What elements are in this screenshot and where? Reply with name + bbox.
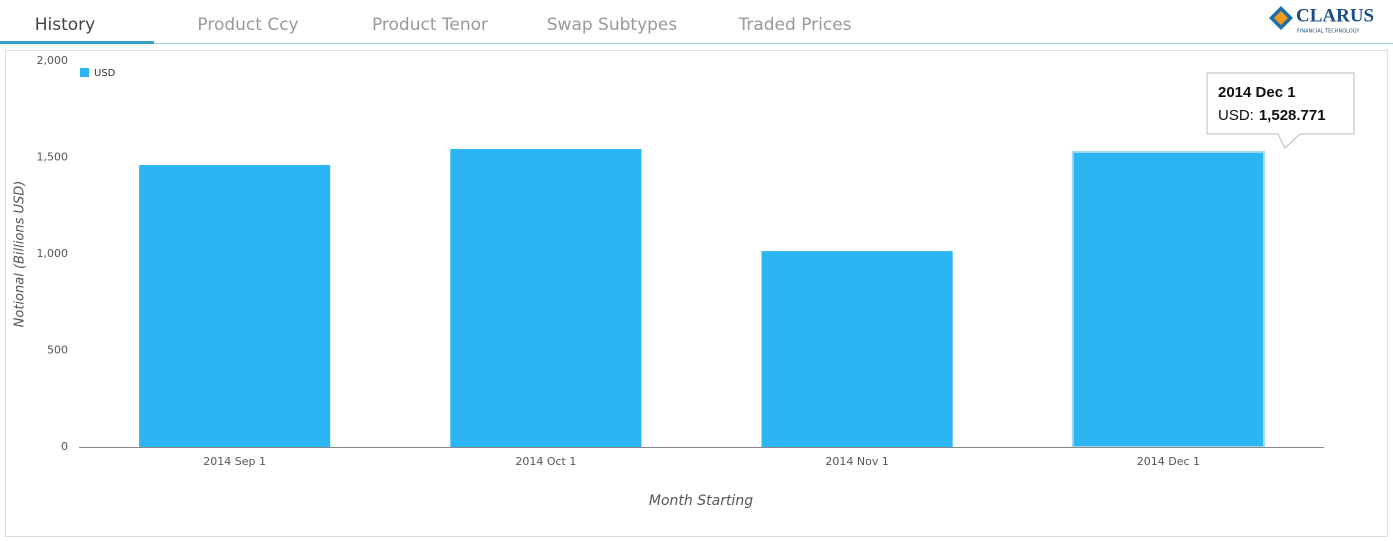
tooltip-title: 2014 Dec 1	[1218, 84, 1296, 101]
tab[interactable]: Product Tenor	[372, 15, 488, 35]
logo-tagline: FINANCIAL TECHNOLOGY	[1297, 29, 1360, 35]
bar	[450, 149, 642, 447]
x-tick-label: 2014 Oct 1	[515, 455, 576, 468]
y-axis-title: Notional (Billions USD)	[13, 181, 28, 328]
tab[interactable]: Swap Subtypes	[547, 15, 678, 35]
legend-swatch	[80, 68, 89, 77]
tab[interactable]: Traded Prices	[737, 15, 851, 35]
tooltip-box	[1206, 72, 1355, 149]
tab[interactable]: Product Ccy	[197, 15, 298, 35]
legend-label[interactable]: USD	[94, 68, 116, 79]
bar	[139, 165, 331, 448]
y-tick-label: 2,000	[37, 54, 69, 67]
y-tick-label: 500	[47, 344, 68, 357]
x-tick-label: 2014 Nov 1	[825, 455, 888, 468]
bar	[1071, 150, 1265, 448]
bar	[761, 251, 953, 447]
tooltip: 2014 Dec 1 USD: 1,528.771	[1206, 72, 1355, 149]
active-tab-indicator	[0, 41, 154, 44]
logo: CLARUS FINANCIAL TECHNOLOGY	[1269, 5, 1374, 35]
tooltip-label: USD:	[1218, 107, 1254, 124]
y-tick-label: 0	[61, 440, 68, 453]
x-tick-label: 2014 Sep 1	[203, 455, 266, 468]
tooltip-text: USD: 1,528.771	[1218, 107, 1326, 124]
tooltip-value: 1,528.771	[1259, 107, 1326, 124]
logo-text: CLARUS	[1296, 5, 1374, 26]
y-tick-label: 1,000	[37, 247, 69, 260]
tab[interactable]: History	[35, 15, 95, 35]
logo-mark	[1274, 11, 1288, 25]
x-tick-label: 2014 Dec 1	[1137, 455, 1200, 468]
x-axis-title: Month Starting	[649, 493, 753, 509]
y-tick-label: 1,500	[37, 151, 69, 164]
